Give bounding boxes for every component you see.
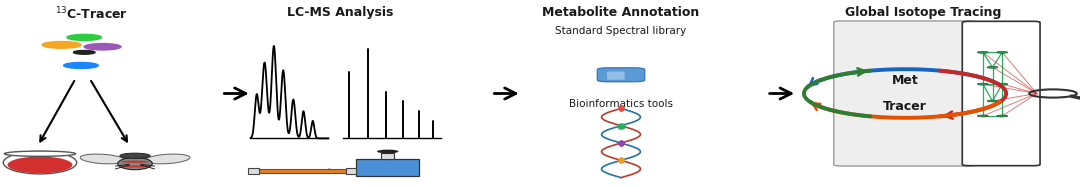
Circle shape xyxy=(987,100,998,102)
Ellipse shape xyxy=(121,163,149,165)
Ellipse shape xyxy=(80,154,125,164)
Circle shape xyxy=(977,51,988,53)
FancyBboxPatch shape xyxy=(597,68,645,82)
Ellipse shape xyxy=(121,165,149,168)
FancyBboxPatch shape xyxy=(607,72,624,80)
Text: Bioinformatics tools: Bioinformatics tools xyxy=(569,99,673,109)
Bar xyxy=(346,168,356,174)
Ellipse shape xyxy=(118,157,152,170)
Ellipse shape xyxy=(4,151,76,156)
Text: Met: Met xyxy=(892,74,918,87)
Ellipse shape xyxy=(3,151,77,174)
Text: Metabolite Annotation: Metabolite Annotation xyxy=(542,6,700,19)
Bar xyxy=(259,169,346,173)
Bar xyxy=(356,159,419,176)
Circle shape xyxy=(997,51,1008,53)
Bar xyxy=(248,168,259,174)
Circle shape xyxy=(73,50,95,54)
Ellipse shape xyxy=(121,161,149,163)
Circle shape xyxy=(977,115,988,117)
Ellipse shape xyxy=(145,154,190,164)
Text: Tracer: Tracer xyxy=(883,100,927,113)
Text: Global Isotope Tracing: Global Isotope Tracing xyxy=(846,6,1001,19)
Circle shape xyxy=(997,83,1008,85)
Circle shape xyxy=(977,83,988,85)
Text: LC-MS Analysis: LC-MS Analysis xyxy=(287,6,393,19)
Circle shape xyxy=(120,153,150,158)
Bar xyxy=(381,153,394,159)
Circle shape xyxy=(987,66,998,68)
Text: $^{13}$C-Tracer: $^{13}$C-Tracer xyxy=(55,6,129,22)
Text: Standard Spectral library: Standard Spectral library xyxy=(555,26,687,36)
FancyBboxPatch shape xyxy=(962,21,1040,166)
Ellipse shape xyxy=(8,157,72,173)
Circle shape xyxy=(377,150,399,153)
FancyBboxPatch shape xyxy=(834,21,976,166)
Circle shape xyxy=(84,44,121,50)
Circle shape xyxy=(67,34,102,40)
Circle shape xyxy=(64,62,98,68)
Circle shape xyxy=(997,115,1008,117)
Circle shape xyxy=(42,42,81,48)
